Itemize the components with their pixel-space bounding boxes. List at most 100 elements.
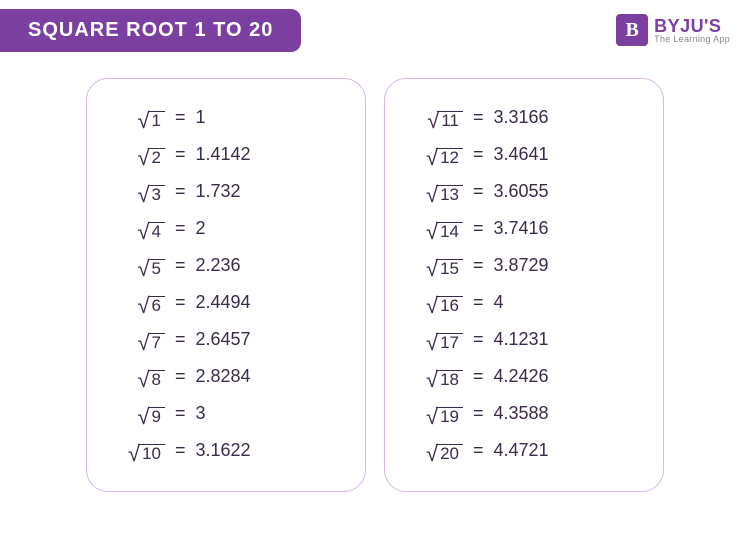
- sqrt-row: √8=2.8284: [109, 366, 343, 389]
- sqrt-result: 3: [196, 403, 206, 426]
- radicand-value: 20: [436, 444, 463, 463]
- sqrt-row: √12 = 3.4641: [407, 144, 641, 167]
- sqrt-row: √5=2.236: [109, 255, 343, 278]
- sqrt-result: 2.6457: [196, 329, 251, 352]
- radicand-value: 2: [148, 148, 165, 167]
- radicand-value: 6: [148, 296, 165, 315]
- radicand-value: 4: [148, 222, 165, 241]
- radicand-value: 16: [436, 296, 463, 315]
- sqrt-row: √14=3.7416: [407, 218, 641, 241]
- radicand-value: 1: [148, 111, 165, 130]
- equals-sign: =: [173, 144, 188, 167]
- sqrt-result: 3.3166: [494, 107, 549, 130]
- content-area: √1=1√2=1.4142√3=1.732√4=2√5=2.236√6=2.44…: [0, 60, 750, 492]
- radical-expression: √6: [109, 293, 165, 315]
- equals-sign: =: [173, 107, 188, 130]
- equals-sign: =: [471, 403, 486, 426]
- radical-expression: √10: [109, 441, 165, 463]
- radicand-value: 7: [148, 333, 165, 352]
- radicand-value: 12: [436, 148, 463, 167]
- sqrt-row: √9=3: [109, 403, 343, 426]
- sqrt-result: 1: [196, 107, 206, 130]
- logo-text: BYJU'S The Learning App: [654, 17, 730, 44]
- radicand-value: 17: [436, 333, 463, 352]
- radical-icon: √: [426, 147, 438, 169]
- equals-sign: =: [173, 329, 188, 352]
- sqrt-result: 2.4494: [196, 292, 251, 315]
- radicand-value: 15: [436, 259, 463, 278]
- sqrt-result: 3.1622: [196, 440, 251, 463]
- equals-sign: =: [471, 181, 486, 204]
- radical-expression: √19: [407, 404, 463, 426]
- radical-expression: √7: [109, 330, 165, 352]
- sqrt-result: 2.8284: [196, 366, 251, 389]
- radical-expression: √13: [407, 182, 463, 204]
- radical-expression: √3: [109, 182, 165, 204]
- equals-sign: =: [173, 292, 188, 315]
- radical-expression: √14: [407, 219, 463, 241]
- equals-sign: =: [471, 292, 486, 315]
- page-title: SQUARE ROOT 1 TO 20: [0, 9, 301, 52]
- sqrt-result: 4.4721: [494, 440, 549, 463]
- radical-icon: √: [426, 406, 438, 428]
- logo-brand-name: BYJU'S: [654, 17, 730, 35]
- radical-expression: √12: [407, 145, 463, 167]
- radical-icon: √: [426, 184, 438, 206]
- radical-expression: √20: [407, 441, 463, 463]
- radical-icon: √: [426, 369, 438, 391]
- sqrt-row: √4 = 2: [109, 218, 343, 241]
- sqrt-row: √11 = 3.3166: [407, 107, 641, 130]
- equals-sign: =: [173, 218, 188, 241]
- radical-icon: √: [426, 443, 438, 465]
- sqrt-row: √16=4: [407, 292, 641, 315]
- equals-sign: =: [173, 181, 188, 204]
- radicand-value: 5: [148, 259, 165, 278]
- sqrt-result: 1.732: [196, 181, 241, 204]
- radical-expression: √9: [109, 404, 165, 426]
- equals-sign: =: [471, 366, 486, 389]
- radicand-value: 19: [436, 407, 463, 426]
- radical-icon: √: [426, 295, 438, 317]
- radical-icon: √: [137, 406, 149, 428]
- equals-sign: =: [173, 366, 188, 389]
- radical-expression: √5: [109, 256, 165, 278]
- sqrt-row: √3 = 1.732: [109, 181, 343, 204]
- radical-icon: √: [426, 332, 438, 354]
- sqrt-result: 4.3588: [494, 403, 549, 426]
- radical-icon: √: [426, 258, 438, 280]
- sqrt-result: 3.4641: [494, 144, 549, 167]
- radicand-value: 8: [148, 370, 165, 389]
- radicand-value: 9: [148, 407, 165, 426]
- radical-icon: √: [426, 221, 438, 243]
- radical-expression: √11: [407, 108, 463, 130]
- sqrt-result: 3.7416: [494, 218, 549, 241]
- sqrt-row: √2 = 1.4142: [109, 144, 343, 167]
- sqrt-row: √6 = 2.4494: [109, 292, 343, 315]
- radical-icon: √: [137, 184, 149, 206]
- sqrt-row: √1 = 1: [109, 107, 343, 130]
- sqrt-panel-left: √1=1√2=1.4142√3=1.732√4=2√5=2.236√6=2.44…: [86, 78, 366, 492]
- radical-expression: √16: [407, 293, 463, 315]
- sqrt-result: 3.6055: [494, 181, 549, 204]
- radicand-value: 3: [148, 185, 165, 204]
- radical-expression: √2: [109, 145, 165, 167]
- sqrt-result: 2.236: [196, 255, 241, 278]
- sqrt-row: √19 = 4.3588: [407, 403, 641, 426]
- sqrt-result: 4.1231: [494, 329, 549, 352]
- equals-sign: =: [471, 107, 486, 130]
- logo-mark-icon: B: [616, 14, 648, 46]
- sqrt-row: √10=3.1622: [109, 440, 343, 463]
- equals-sign: =: [471, 144, 486, 167]
- header-bar: SQUARE ROOT 1 TO 20 B BYJU'S The Learnin…: [0, 0, 750, 60]
- radicand-value: 11: [437, 111, 463, 130]
- sqrt-result: 1.4142: [196, 144, 251, 167]
- sqrt-result: 2: [196, 218, 206, 241]
- radical-expression: √4: [109, 219, 165, 241]
- radicand-value: 18: [436, 370, 463, 389]
- sqrt-result: 4.2426: [494, 366, 549, 389]
- radical-icon: √: [427, 110, 439, 132]
- radical-expression: √1: [109, 108, 165, 130]
- sqrt-row: √7 = 2.6457: [109, 329, 343, 352]
- radical-expression: √18: [407, 367, 463, 389]
- sqrt-row: √15=3.8729: [407, 255, 641, 278]
